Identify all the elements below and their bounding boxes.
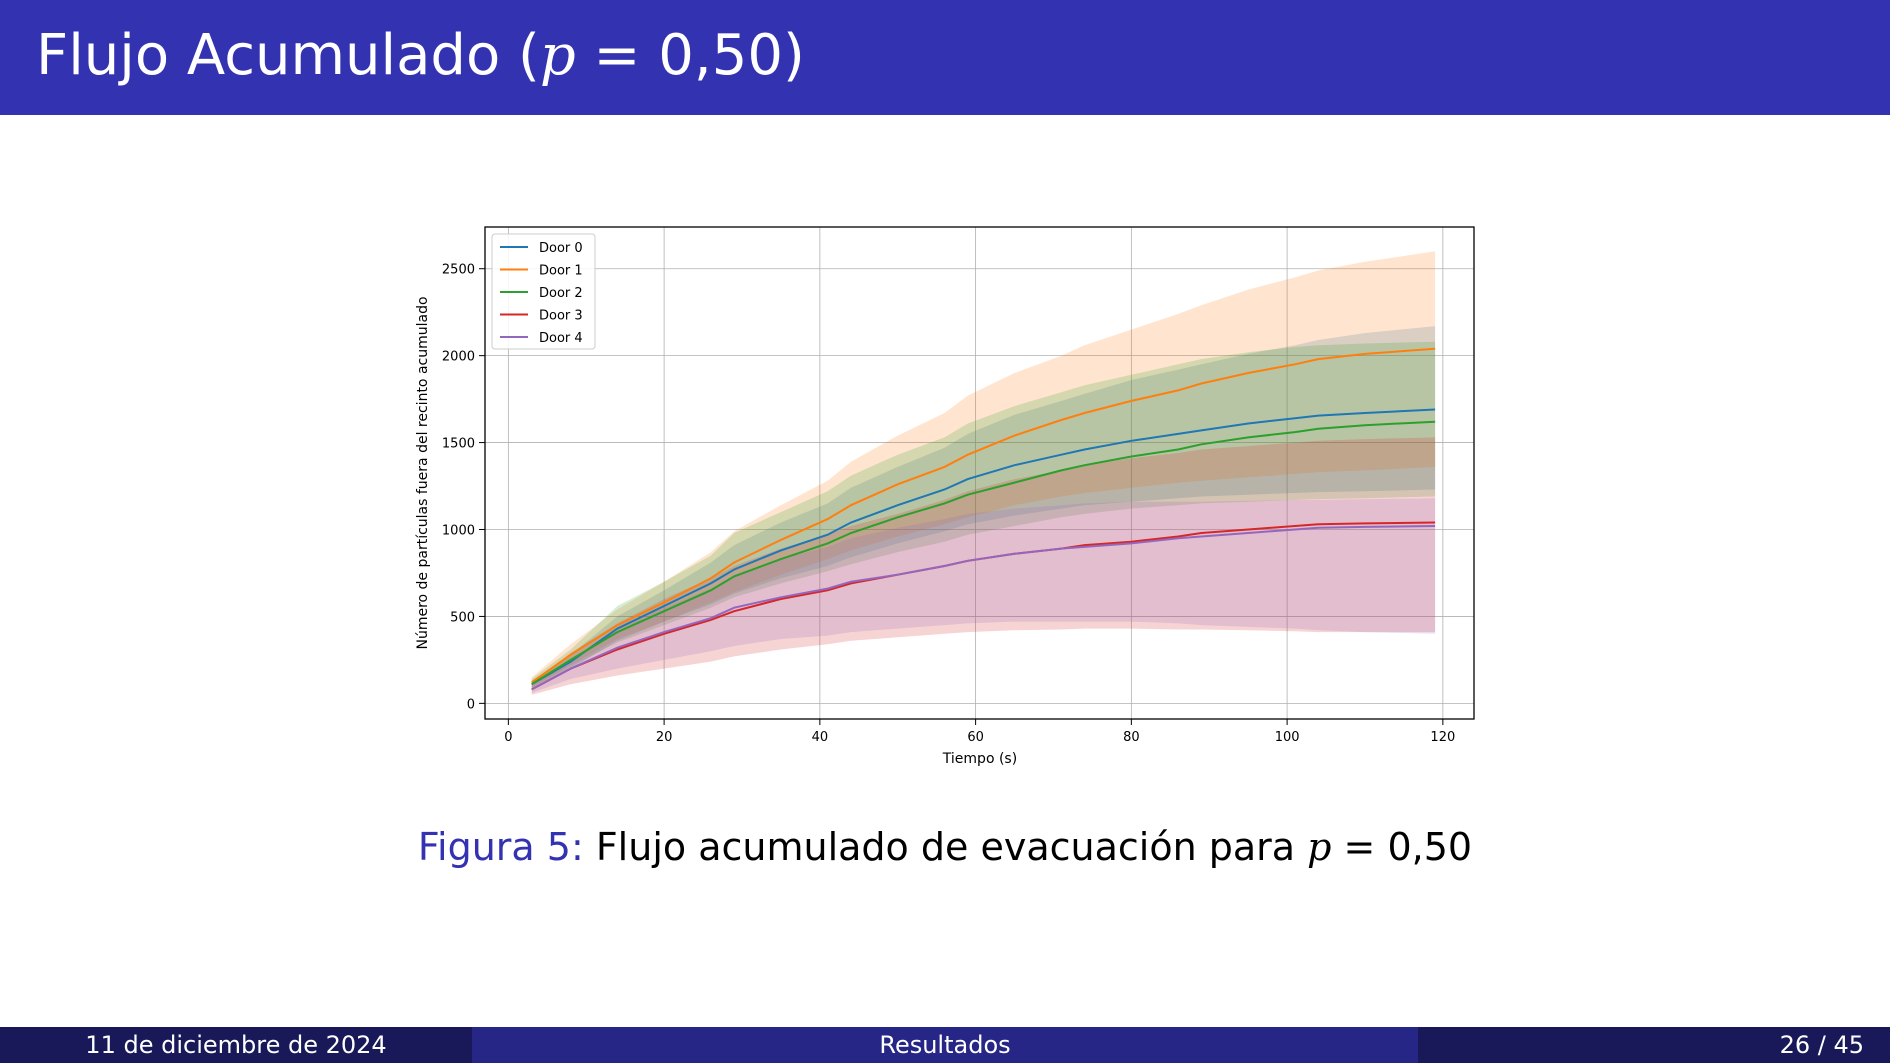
y-tick-label-1500: 1500	[442, 437, 475, 452]
plot-frame	[484, 226, 1475, 720]
legend-label-door-4: Door 4	[539, 331, 583, 346]
slide-title-prefix: Flujo Acumulado (	[36, 23, 540, 88]
slide-title: Flujo Acumulado (p = 0,50)	[36, 28, 805, 84]
caption-variable: p	[1307, 825, 1332, 869]
footer-page-text: 26 / 45	[1779, 1031, 1864, 1059]
x-tick-label-120: 120	[1430, 730, 1455, 745]
y-tick-label-500: 500	[450, 610, 475, 625]
x-tick-label-60: 60	[967, 730, 984, 745]
x-tick-label-0: 0	[504, 730, 512, 745]
x-tick-label-40: 40	[812, 730, 829, 745]
caption-suffix: = 0,50	[1331, 825, 1473, 869]
caption-text: Flujo acumulado de evacuación para	[583, 825, 1308, 869]
y-axis-label: Número de partículas fuera del recinto a…	[415, 296, 431, 649]
legend-label-door-1: Door 1	[539, 264, 583, 279]
y-tick-label-1000: 1000	[442, 524, 475, 539]
series-lines	[531, 347, 1436, 691]
line-door-0	[531, 408, 1436, 686]
band-door-3	[531, 437, 1436, 695]
figure-label: Figura 5:	[417, 825, 584, 869]
line-door-1	[531, 347, 1436, 684]
chart-legend: Door 0 Door 1 Door 2 Door 3 Door 4	[491, 233, 596, 350]
x-tick-label-100: 100	[1275, 730, 1300, 745]
confidence-bands	[531, 251, 1436, 695]
footer-date: 11 de diciembre de 2024	[0, 1027, 472, 1063]
band-door-0	[531, 326, 1436, 688]
y-tick-label-2500: 2500	[442, 263, 475, 278]
slide-title-suffix: = 0,50)	[575, 23, 805, 88]
y-axis-ticks: 0 500 1000 1500 2000 2500	[442, 263, 485, 712]
legend-label-door-0: Door 0	[539, 241, 583, 256]
x-axis-label: Tiempo (s)	[942, 751, 1017, 767]
y-tick-label-2000: 2000	[442, 350, 475, 365]
slide-title-bar: Flujo Acumulado (p = 0,50)	[0, 0, 1890, 115]
line-door-4	[531, 525, 1436, 691]
chart-grid	[485, 227, 1474, 719]
slide-footer: 11 de diciembre de 2024 Resultados 26 / …	[0, 1027, 1890, 1063]
x-tick-label-80: 80	[1123, 730, 1140, 745]
legend-label-door-3: Door 3	[539, 309, 583, 324]
footer-page-number: 26 / 45	[1418, 1027, 1890, 1063]
figure-caption: Figura 5: Flujo acumulado de evacuación …	[0, 825, 1890, 869]
footer-section: Resultados	[472, 1027, 1418, 1063]
band-door-1	[531, 251, 1436, 688]
x-tick-label-20: 20	[656, 730, 673, 745]
band-door-4	[531, 498, 1436, 693]
band-door-2	[531, 341, 1436, 688]
legend-label-door-2: Door 2	[539, 286, 583, 301]
x-axis-ticks: 0 20 40 60 80 100 120	[504, 719, 1455, 745]
line-door-2	[531, 420, 1436, 686]
slide-title-variable: p	[539, 23, 576, 88]
y-tick-label-0: 0	[467, 697, 475, 712]
legend-box	[491, 233, 596, 350]
